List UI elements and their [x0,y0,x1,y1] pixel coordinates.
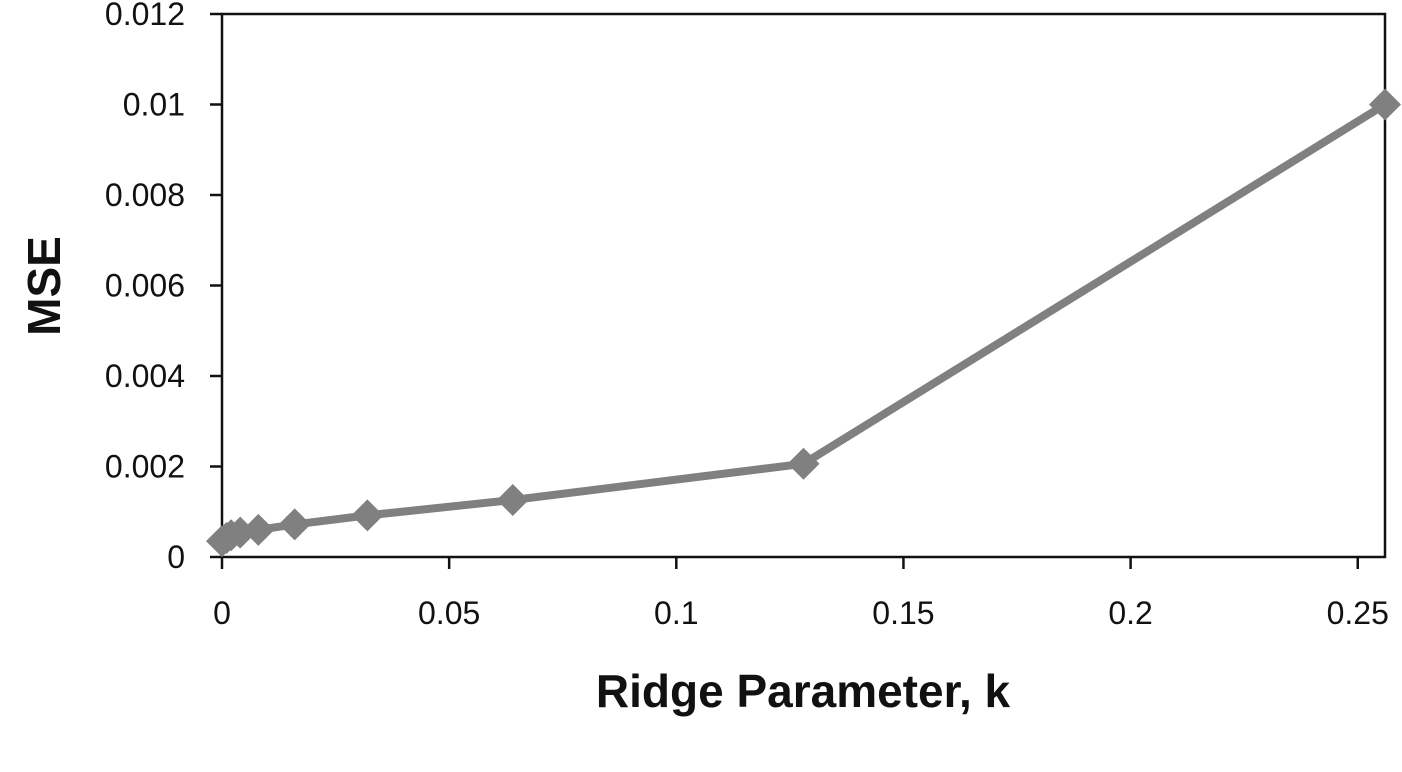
data-point-marker [787,447,820,480]
x-tick-label: 0.15 [872,595,934,631]
y-tick-label: 0.008 [105,177,185,213]
data-point-marker [278,508,311,541]
y-tick-label: 0.004 [105,358,185,394]
data-point-marker [496,483,529,516]
y-tick-label: 0.006 [105,268,185,304]
data-point-marker [242,513,275,546]
plot-area-frame [220,12,1387,559]
y-tick-label: 0 [167,539,185,575]
data-point-marker [1369,88,1401,121]
x-tick-label: 0.05 [418,595,480,631]
x-axis-ticks: 0 0.05 0.1 0.15 0.2 0.25 [213,557,1389,631]
y-tick-label: 0.01 [123,87,185,123]
x-tick-label: 0.1 [654,595,698,631]
x-tick-label: 0.25 [1327,595,1389,631]
x-axis-title: Ridge Parameter, k [596,665,1011,717]
x-tick-label: 0 [213,595,231,631]
data-point-marker [351,499,384,532]
y-tick-label: 0.002 [105,449,185,485]
y-axis-ticks: 0 0.002 0.004 0.006 0.008 0.01 0.012 [105,0,222,575]
y-tick-label: 0.012 [105,0,185,32]
y-axis-title: MSE [18,236,70,336]
x-tick-label: 0.2 [1108,595,1152,631]
series-layer [206,88,1401,558]
